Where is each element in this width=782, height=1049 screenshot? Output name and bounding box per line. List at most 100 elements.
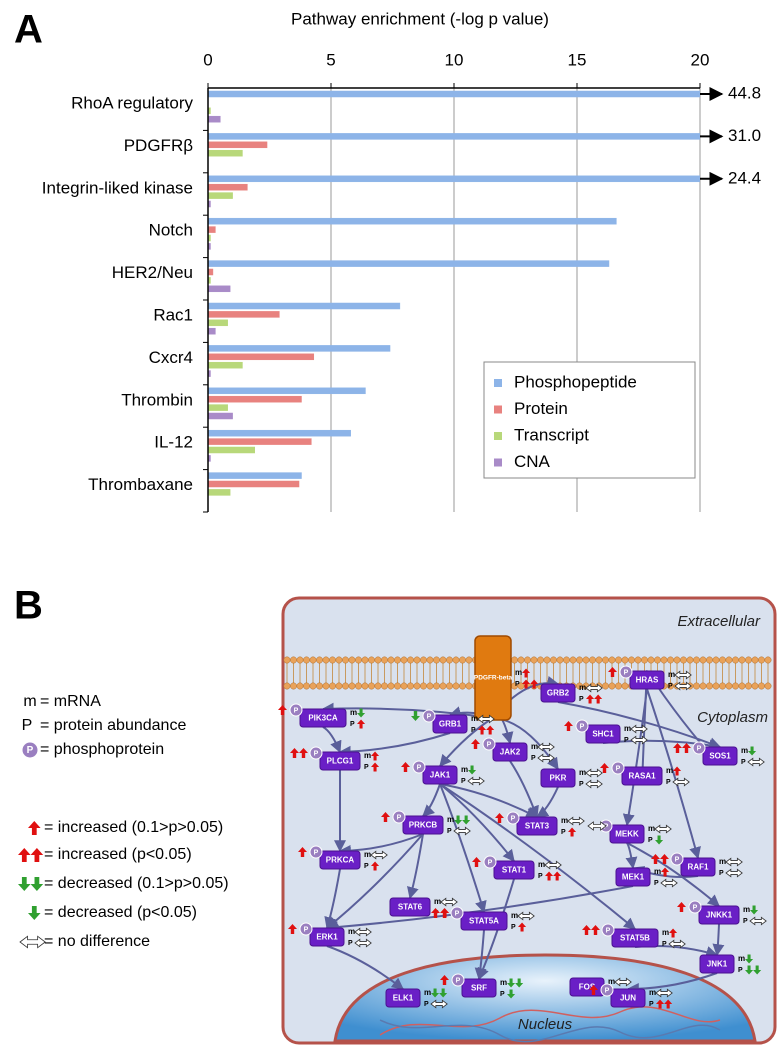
node-label: JNKK1 xyxy=(706,911,733,920)
x-tick-label: 5 xyxy=(326,50,335,69)
legend-box xyxy=(483,361,696,479)
lipid-head xyxy=(589,656,596,664)
legend-text: = increased (0.1>p>0.05) xyxy=(44,819,223,836)
lipid-head xyxy=(374,656,382,664)
lipid-head xyxy=(348,682,356,690)
arrow-icon xyxy=(661,867,670,877)
lipid-head xyxy=(615,682,622,690)
arrow-icon xyxy=(530,679,539,689)
lipid-head xyxy=(329,682,336,690)
phospho-letter: P xyxy=(417,764,422,771)
node xyxy=(460,911,508,931)
phospho-icon xyxy=(392,810,406,824)
p-symbol: P xyxy=(668,683,673,690)
arrow-icon xyxy=(651,854,660,864)
phospho-icon xyxy=(692,741,706,755)
lipid-head xyxy=(335,682,343,690)
node-label: JAK1 xyxy=(430,771,451,780)
bar xyxy=(208,472,302,479)
m-symbol: m xyxy=(538,860,545,869)
lipid-head xyxy=(322,656,330,664)
phospho-letter: P xyxy=(606,927,611,934)
lipid-head xyxy=(316,656,323,664)
m-symbol: m xyxy=(364,751,371,760)
edge xyxy=(509,760,539,819)
lipid-head xyxy=(283,682,291,690)
lipid-head xyxy=(452,656,460,664)
p-symbol: P xyxy=(348,940,353,947)
arrow-icon xyxy=(655,988,673,998)
legend-label: CNA xyxy=(514,452,551,471)
arrow-icon xyxy=(655,835,664,845)
p-symbol: P xyxy=(538,873,543,880)
phospho-icon xyxy=(483,855,497,869)
lipid-head xyxy=(576,656,583,664)
node xyxy=(461,978,497,998)
arrow-icon xyxy=(298,847,307,857)
node xyxy=(585,724,621,744)
bar xyxy=(208,370,211,377)
legend-text: = phosphoprotein xyxy=(40,741,164,758)
arrow-icon xyxy=(518,922,527,932)
arrow-icon xyxy=(431,988,440,998)
lipid-head xyxy=(738,656,746,664)
node-label: GRB1 xyxy=(439,720,462,729)
node xyxy=(540,768,576,788)
m-symbol: m xyxy=(719,857,726,866)
lipid-head xyxy=(719,682,726,690)
lipid-head xyxy=(368,656,375,664)
arrow-icon xyxy=(495,813,504,823)
lipid-head xyxy=(641,656,648,664)
lipid-head xyxy=(361,682,369,690)
m-symbol: m xyxy=(662,928,669,937)
m-symbol: m xyxy=(668,670,675,679)
legend-text: = protein abundance xyxy=(40,717,186,734)
node xyxy=(615,867,651,887)
edge xyxy=(626,842,720,907)
lipid-head xyxy=(413,656,421,664)
arrow-icon xyxy=(567,816,585,826)
m-symbol: m xyxy=(461,765,468,774)
phospho-icon xyxy=(575,719,589,733)
phospho-icon xyxy=(619,665,633,679)
node-label: PRKCA xyxy=(326,856,355,865)
lipid-head xyxy=(543,656,551,664)
lipid-head xyxy=(758,682,765,690)
region-label: Cytoplasm xyxy=(697,709,768,726)
y-tick-label: HER2/Neu xyxy=(112,263,193,282)
node xyxy=(702,746,738,766)
lipid-head xyxy=(361,656,369,664)
m-symbol: m xyxy=(364,850,371,859)
m-symbol: m xyxy=(666,766,673,775)
edge xyxy=(422,783,441,817)
lipid-head xyxy=(719,656,726,664)
phospho-letter: P xyxy=(488,859,493,866)
m-symbol: m xyxy=(741,746,748,755)
lipid-head xyxy=(296,656,304,664)
phospho-letter: P xyxy=(624,669,629,676)
p-symbol: P xyxy=(662,941,667,948)
dna xyxy=(379,1019,721,1043)
lipid-head xyxy=(290,682,297,690)
node-label: JNK1 xyxy=(707,960,728,969)
phospho-icon xyxy=(450,906,464,920)
arrow-icon xyxy=(401,762,410,772)
lipid-head xyxy=(712,656,720,664)
node xyxy=(698,905,740,925)
node-label: MEKK xyxy=(615,830,639,839)
phospho-icon xyxy=(451,973,465,987)
value-label: 31.0 xyxy=(728,126,761,145)
phospho-icon xyxy=(21,741,39,759)
lipid-head xyxy=(355,656,362,664)
arrow-icon xyxy=(564,721,573,731)
legend-symbol: P xyxy=(22,717,33,734)
phospho-icon xyxy=(309,845,323,859)
arrow-icon xyxy=(545,871,554,881)
phospho-icon xyxy=(482,737,496,751)
legend-label: Transcript xyxy=(514,425,589,444)
lipid-head xyxy=(673,656,681,664)
lipid-head xyxy=(595,656,603,664)
axis-title: Pathway enrichment (-log p value) xyxy=(291,9,549,28)
p-symbol: P xyxy=(579,696,584,703)
lipid-head xyxy=(764,656,772,664)
